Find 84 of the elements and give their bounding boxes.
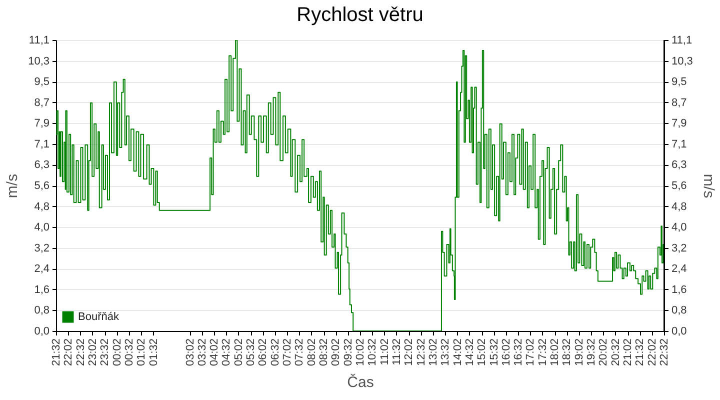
x-axis-title: Čas — [347, 373, 374, 392]
x-tick-label: 08:32 — [318, 338, 330, 366]
x-tick-label: 21:32 — [634, 338, 646, 366]
x-tick-label: 22:02 — [62, 338, 75, 366]
x-tick-label: 23:32 — [99, 338, 112, 366]
y-tick-label: 4,0 — [34, 222, 50, 234]
y-tick-label: 7,9 — [34, 118, 50, 130]
x-tick-label: 10:02 — [354, 338, 366, 366]
x-tick-label: 23:02 — [86, 338, 99, 366]
y-tick-label: 8,7 — [34, 96, 50, 109]
x-tick-label: 22:02 — [646, 338, 658, 366]
y-tick-label: 3,2 — [34, 242, 50, 254]
y-tick-label: 9,5 — [34, 76, 50, 88]
x-tick-label: 18:02 — [549, 338, 562, 366]
y2-tick-label: 2,4 — [672, 263, 687, 276]
x-tick-label: 14:32 — [464, 338, 476, 366]
y2-tick-label: 8,7 — [672, 96, 687, 109]
x-tick-label: 20:02 — [598, 338, 610, 366]
y-tick-label: 0,8 — [34, 304, 50, 317]
x-tick-label: 00:02 — [111, 338, 124, 366]
y2-tick-label: 7,9 — [672, 118, 687, 130]
y2-tick-label: 1,6 — [672, 284, 687, 296]
y2-tick-label: 3,2 — [672, 242, 687, 254]
y2-tick-label: 0,8 — [672, 304, 687, 317]
y-axis-title: m/s — [4, 174, 22, 198]
y2-tick-label: 0,0 — [672, 326, 687, 338]
x-tick-label: 17:02 — [524, 338, 537, 366]
x-tick-label: 06:32 — [269, 338, 282, 366]
x-tick-label: 05:32 — [245, 338, 258, 366]
y-tick-label: 4,8 — [34, 200, 50, 213]
x-tick-label: 12:02 — [403, 338, 416, 366]
x-tick-label: 03:02 — [184, 338, 196, 366]
x-tick-label: 04:02 — [208, 338, 221, 366]
y2-tick-label: 10,3 — [672, 55, 693, 68]
x-tick-label: 13:02 — [427, 338, 440, 366]
x-tick-label: 01:32 — [148, 338, 160, 366]
chart-title: Rychlost větru — [296, 4, 424, 26]
x-tick-label: 21:32 — [50, 338, 62, 366]
x-tick-label: 09:32 — [342, 338, 354, 366]
x-tick-label: 11:32 — [390, 338, 403, 366]
x-tick-label: 19:02 — [573, 338, 586, 366]
x-tick-label: 16:32 — [512, 338, 525, 366]
x-tick-label: 07:32 — [294, 338, 306, 366]
x-tick-label: 17:32 — [536, 338, 549, 366]
y2-tick-label: 6,3 — [672, 159, 687, 172]
y2-tick-label: 9,5 — [672, 76, 687, 88]
y2-tick-label: 4,0 — [672, 222, 687, 234]
x-tick-label: 00:32 — [123, 338, 136, 366]
y-tick-label: 7,1 — [34, 138, 50, 150]
x-tick-label: 15:32 — [488, 338, 500, 366]
legend-label: Bouřňák — [78, 311, 120, 323]
x-tick-label: 09:02 — [330, 338, 342, 366]
y2-tick-label: 7,1 — [672, 138, 687, 150]
x-tick-label: 19:32 — [586, 338, 598, 366]
y-tick-label: 0,0 — [34, 326, 50, 338]
x-tick-label: 05:02 — [232, 338, 245, 366]
x-tick-label: 01:02 — [136, 338, 148, 366]
x-tick-label: 22:32 — [74, 338, 87, 366]
x-tick-label: 12:32 — [415, 338, 428, 366]
x-tick-label: 21:02 — [622, 338, 634, 366]
y-tick-label: 10,3 — [28, 55, 50, 68]
x-tick-label: 18:32 — [561, 338, 574, 366]
x-tick-label: 03:32 — [196, 338, 208, 366]
y2-axis-title: m/s — [700, 174, 717, 198]
y2-tick-label: 4,8 — [672, 200, 687, 213]
x-tick-label: 14:02 — [452, 338, 464, 366]
x-tick-label: 15:02 — [476, 338, 488, 366]
x-tick-label: 07:02 — [282, 338, 294, 366]
y-tick-label: 5,6 — [34, 180, 50, 192]
y-tick-label: 1,6 — [34, 284, 50, 296]
x-tick-label: 08:02 — [306, 338, 318, 366]
x-tick-label: 11:02 — [378, 338, 391, 366]
x-tick-label: 16:02 — [500, 338, 512, 366]
y2-tick-label: 11,1 — [672, 34, 692, 46]
x-tick-label: 20:32 — [610, 338, 622, 366]
x-tick-label: 10:32 — [366, 338, 379, 366]
y-tick-label: 2,4 — [34, 263, 50, 276]
x-tick-label: 06:02 — [257, 338, 270, 366]
y-tick-label: 6,3 — [34, 159, 50, 172]
x-tick-label: 13:32 — [440, 338, 452, 366]
x-tick-label: 22:32 — [658, 338, 670, 366]
y-tick-label: 11,1 — [28, 34, 50, 46]
y2-tick-label: 5,6 — [672, 180, 687, 192]
x-tick-label: 04:32 — [220, 338, 233, 366]
